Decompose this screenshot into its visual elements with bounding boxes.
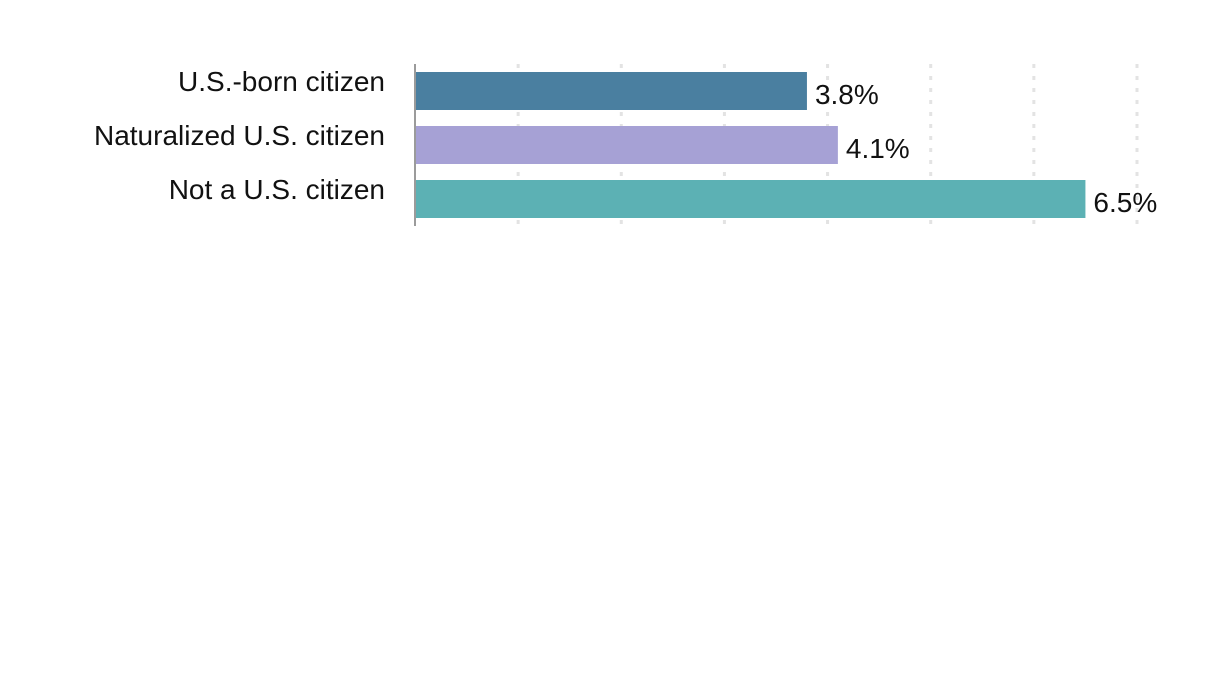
bar <box>415 126 838 164</box>
value-label: 6.5% <box>1093 187 1157 218</box>
value-labels: 3.8% 4.1% 6.5% <box>815 79 1157 218</box>
value-label: 3.8% <box>815 79 879 110</box>
category-label: Naturalized U.S. citizen <box>94 120 385 151</box>
category-label: Not a U.S. citizen <box>169 174 385 205</box>
category-label: U.S.-born citizen <box>178 66 385 97</box>
bar <box>415 180 1086 218</box>
category-labels: U.S.-born citizen Naturalized U.S. citize… <box>94 66 385 205</box>
bar <box>415 72 807 110</box>
value-label: 4.1% <box>846 133 910 164</box>
bars <box>415 72 1086 218</box>
